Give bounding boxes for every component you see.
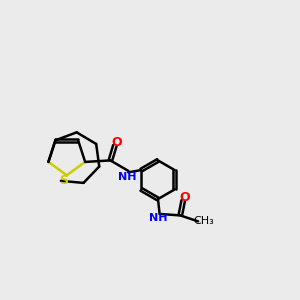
Text: NH: NH — [118, 172, 136, 182]
Text: CH₃: CH₃ — [193, 216, 214, 226]
Text: O: O — [179, 191, 190, 204]
Text: S: S — [59, 174, 68, 187]
Text: O: O — [111, 136, 122, 149]
Text: NH: NH — [149, 213, 167, 224]
